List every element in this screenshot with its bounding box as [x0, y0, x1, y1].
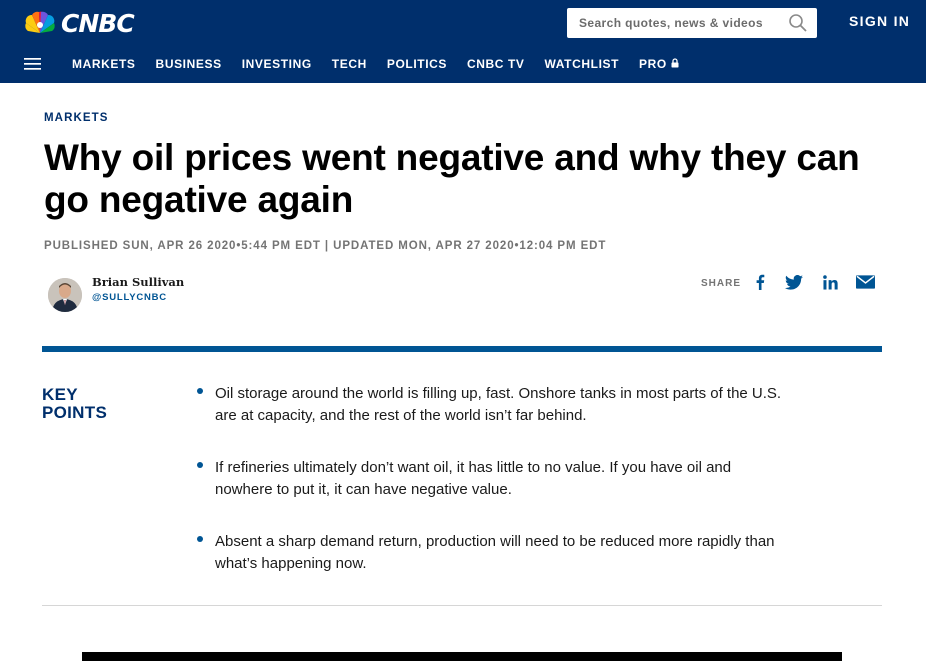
bullet-icon	[197, 462, 203, 468]
hamburger-menu-icon[interactable]	[24, 56, 42, 72]
main-nav: MARKETS BUSINESS INVESTING TECH POLITICS…	[72, 56, 699, 72]
key-point-item: Oil storage around the world is filling …	[197, 383, 787, 427]
bullet-icon	[197, 388, 203, 394]
nav-item-pro-label: PRO	[639, 57, 667, 71]
key-points-bottom-divider	[42, 605, 882, 606]
search-icon[interactable]	[787, 12, 809, 34]
video-player-top-edge[interactable]	[82, 652, 842, 661]
article-headline: Why oil prices went negative and why the…	[44, 137, 860, 220]
nav-item-watchlist[interactable]: WATCHLIST	[544, 57, 620, 71]
twitter-icon[interactable]	[784, 273, 804, 291]
nav-item-politics[interactable]: POLITICS	[386, 57, 447, 71]
key-points-top-divider	[42, 346, 882, 352]
section-label[interactable]: MARKETS	[44, 112, 109, 124]
key-point-text: Absent a sharp demand return, production…	[215, 533, 775, 572]
author-avatar[interactable]	[48, 278, 82, 312]
article-timestamps: PUBLISHED SUN, APR 26 2020•5:44 PM EDT |…	[44, 240, 607, 252]
top-header: CNBC SIGN IN MARKETS BUSINESS INVESTING …	[0, 0, 926, 83]
logo-wordmark: CNBC	[61, 8, 135, 38]
search-input[interactable]	[567, 8, 785, 38]
bullet-icon	[197, 536, 203, 542]
nav-item-pro[interactable]: PRO	[639, 56, 679, 72]
key-point-item: Absent a sharp demand return, production…	[197, 531, 787, 575]
nav-item-tech[interactable]: TECH	[331, 57, 367, 71]
sign-in-button[interactable]: SIGN IN	[849, 13, 911, 29]
linkedin-icon[interactable]	[820, 273, 840, 291]
key-point-item: If refineries ultimately don’t want oil,…	[197, 457, 787, 501]
key-points-title-line2: POINTS	[42, 403, 108, 422]
author-name[interactable]: Brian Sullivan	[92, 275, 185, 289]
nav-item-investing[interactable]: INVESTING	[241, 57, 312, 71]
share-label: SHARE	[701, 278, 742, 289]
key-points-title: KEY POINTS	[42, 386, 107, 422]
key-point-text: If refineries ultimately don’t want oil,…	[215, 459, 732, 498]
key-points-list: Oil storage around the world is filling …	[197, 383, 787, 605]
cnbc-logo[interactable]: CNBC	[22, 8, 135, 38]
author-handle[interactable]: @SULLYCNBC	[92, 292, 167, 303]
search-box	[567, 8, 817, 38]
peacock-icon	[25, 11, 55, 33]
facebook-icon[interactable]	[750, 273, 770, 291]
nav-item-business[interactable]: BUSINESS	[155, 57, 222, 71]
email-icon[interactable]	[855, 273, 875, 291]
key-point-text: Oil storage around the world is filling …	[215, 385, 782, 424]
lock-icon	[671, 57, 679, 71]
key-points-title-line1: KEY	[42, 385, 78, 404]
nav-item-markets[interactable]: MARKETS	[72, 57, 136, 71]
nav-item-cnbc-tv[interactable]: CNBC TV	[467, 57, 525, 71]
